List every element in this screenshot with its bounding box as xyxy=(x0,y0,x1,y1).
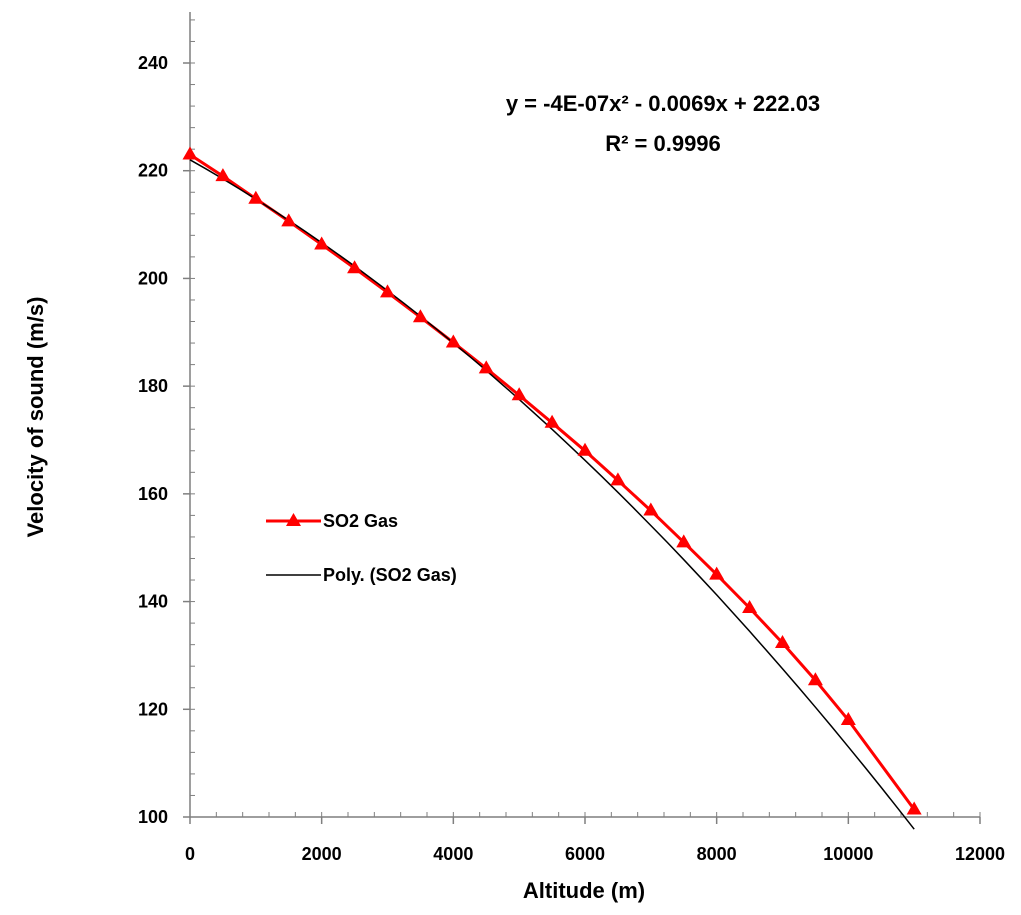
legend-label-so2-gas: SO2 Gas xyxy=(323,511,398,531)
data-point-so2-gas xyxy=(544,414,560,428)
legend-label-poly-so2-gas: Poly. (SO2 Gas) xyxy=(323,565,457,585)
y-axis-title: Velocity of sound (m/s) xyxy=(23,297,48,538)
x-axis-ticks: 0 2000 4000 6000 8000 10000 12000 xyxy=(185,817,1005,864)
data-point-so2-gas xyxy=(610,472,626,486)
data-point-so2-gas xyxy=(347,260,363,274)
data-point-so2-gas xyxy=(511,387,527,401)
x-tick-label: 10000 xyxy=(823,844,873,864)
x-tick-label: 0 xyxy=(185,844,195,864)
series-layer xyxy=(182,146,922,830)
y-tick-label: 240 xyxy=(138,53,168,73)
y-tick-label: 180 xyxy=(138,376,168,396)
y-tick-label: 160 xyxy=(138,484,168,504)
y-tick-label: 140 xyxy=(138,592,168,612)
y-tick-label: 200 xyxy=(138,268,168,288)
y-tick-label: 100 xyxy=(138,807,168,827)
data-point-so2-gas xyxy=(742,600,758,614)
data-point-so2-gas xyxy=(314,236,330,250)
x-tick-label: 6000 xyxy=(565,844,605,864)
x-tick-label: 2000 xyxy=(302,844,342,864)
data-point-so2-gas xyxy=(478,360,494,374)
data-point-so2-gas xyxy=(643,502,659,516)
y-tick-label: 220 xyxy=(138,161,168,181)
legend: SO2 Gas Poly. (SO2 Gas) xyxy=(266,511,457,585)
data-point-so2-gas xyxy=(807,672,823,686)
data-point-so2-gas xyxy=(281,213,297,227)
series-line-so2-gas xyxy=(189,153,916,811)
data-point-so2-gas xyxy=(412,309,428,323)
data-point-so2-gas xyxy=(709,566,725,580)
x-axis-title: Altitude (m) xyxy=(523,878,645,903)
y-axis-ticks: 100 120 140 160 180 200 220 240 xyxy=(138,53,190,827)
data-point-so2-gas xyxy=(215,168,231,182)
trendline-equation: y = -4E-07x² - 0.0069x + 222.03 xyxy=(506,91,820,116)
data-point-so2-gas xyxy=(577,442,593,456)
legend-marker-so2-gas xyxy=(286,513,301,526)
data-point-so2-gas xyxy=(676,534,692,548)
data-point-so2-gas xyxy=(775,635,790,649)
data-point-so2-gas xyxy=(445,334,461,348)
data-point-so2-gas xyxy=(380,284,395,298)
data-point-so2-gas xyxy=(906,801,922,815)
x-tick-label: 4000 xyxy=(433,844,473,864)
x-tick-label: 8000 xyxy=(697,844,737,864)
trendline-poly-so2-gas xyxy=(189,159,915,830)
x-tick-label: 12000 xyxy=(955,844,1005,864)
data-point-so2-gas xyxy=(840,712,856,726)
y-tick-label: 120 xyxy=(138,699,168,719)
data-point-so2-gas xyxy=(182,146,198,160)
y-minor-ticks xyxy=(190,19,195,818)
data-point-so2-gas xyxy=(248,190,264,204)
trendline-r-squared: R² = 0.9996 xyxy=(605,131,721,156)
